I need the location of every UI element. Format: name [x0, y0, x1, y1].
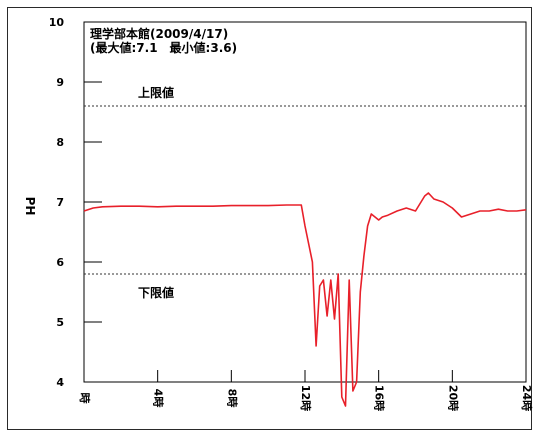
- y-tick-label: 7: [56, 196, 64, 209]
- x-tick-label: 24時: [520, 385, 534, 411]
- y-tick-label: 8: [56, 136, 64, 149]
- x-tick-label: 8時: [225, 389, 239, 408]
- chart-title: 理学部本館(2009/4/17): [90, 26, 228, 41]
- plot-area: [83, 21, 527, 383]
- x-tick-label: 4時: [152, 389, 166, 408]
- y-tick-label: 5: [56, 316, 64, 329]
- y-tick-label: 10: [49, 16, 65, 29]
- reference-line-label: 上限値: [138, 85, 174, 100]
- y-tick-label: 6: [56, 256, 64, 269]
- chart-subtitle: (最大値:7.1 最小値:3.6): [90, 40, 237, 55]
- reference-line-label: 下限値: [138, 285, 174, 300]
- y-axis-label: PH: [23, 197, 37, 216]
- x-tick-label: 時: [78, 393, 92, 404]
- chart-frame: [7, 7, 532, 430]
- y-tick-label: 9: [56, 76, 64, 89]
- x-tick-label: 20時: [446, 385, 460, 411]
- x-tick-label: 16時: [373, 385, 387, 411]
- x-tick-label: 12時: [299, 385, 313, 411]
- y-tick-label: 4: [56, 376, 64, 389]
- ph-series-line: [83, 192, 527, 407]
